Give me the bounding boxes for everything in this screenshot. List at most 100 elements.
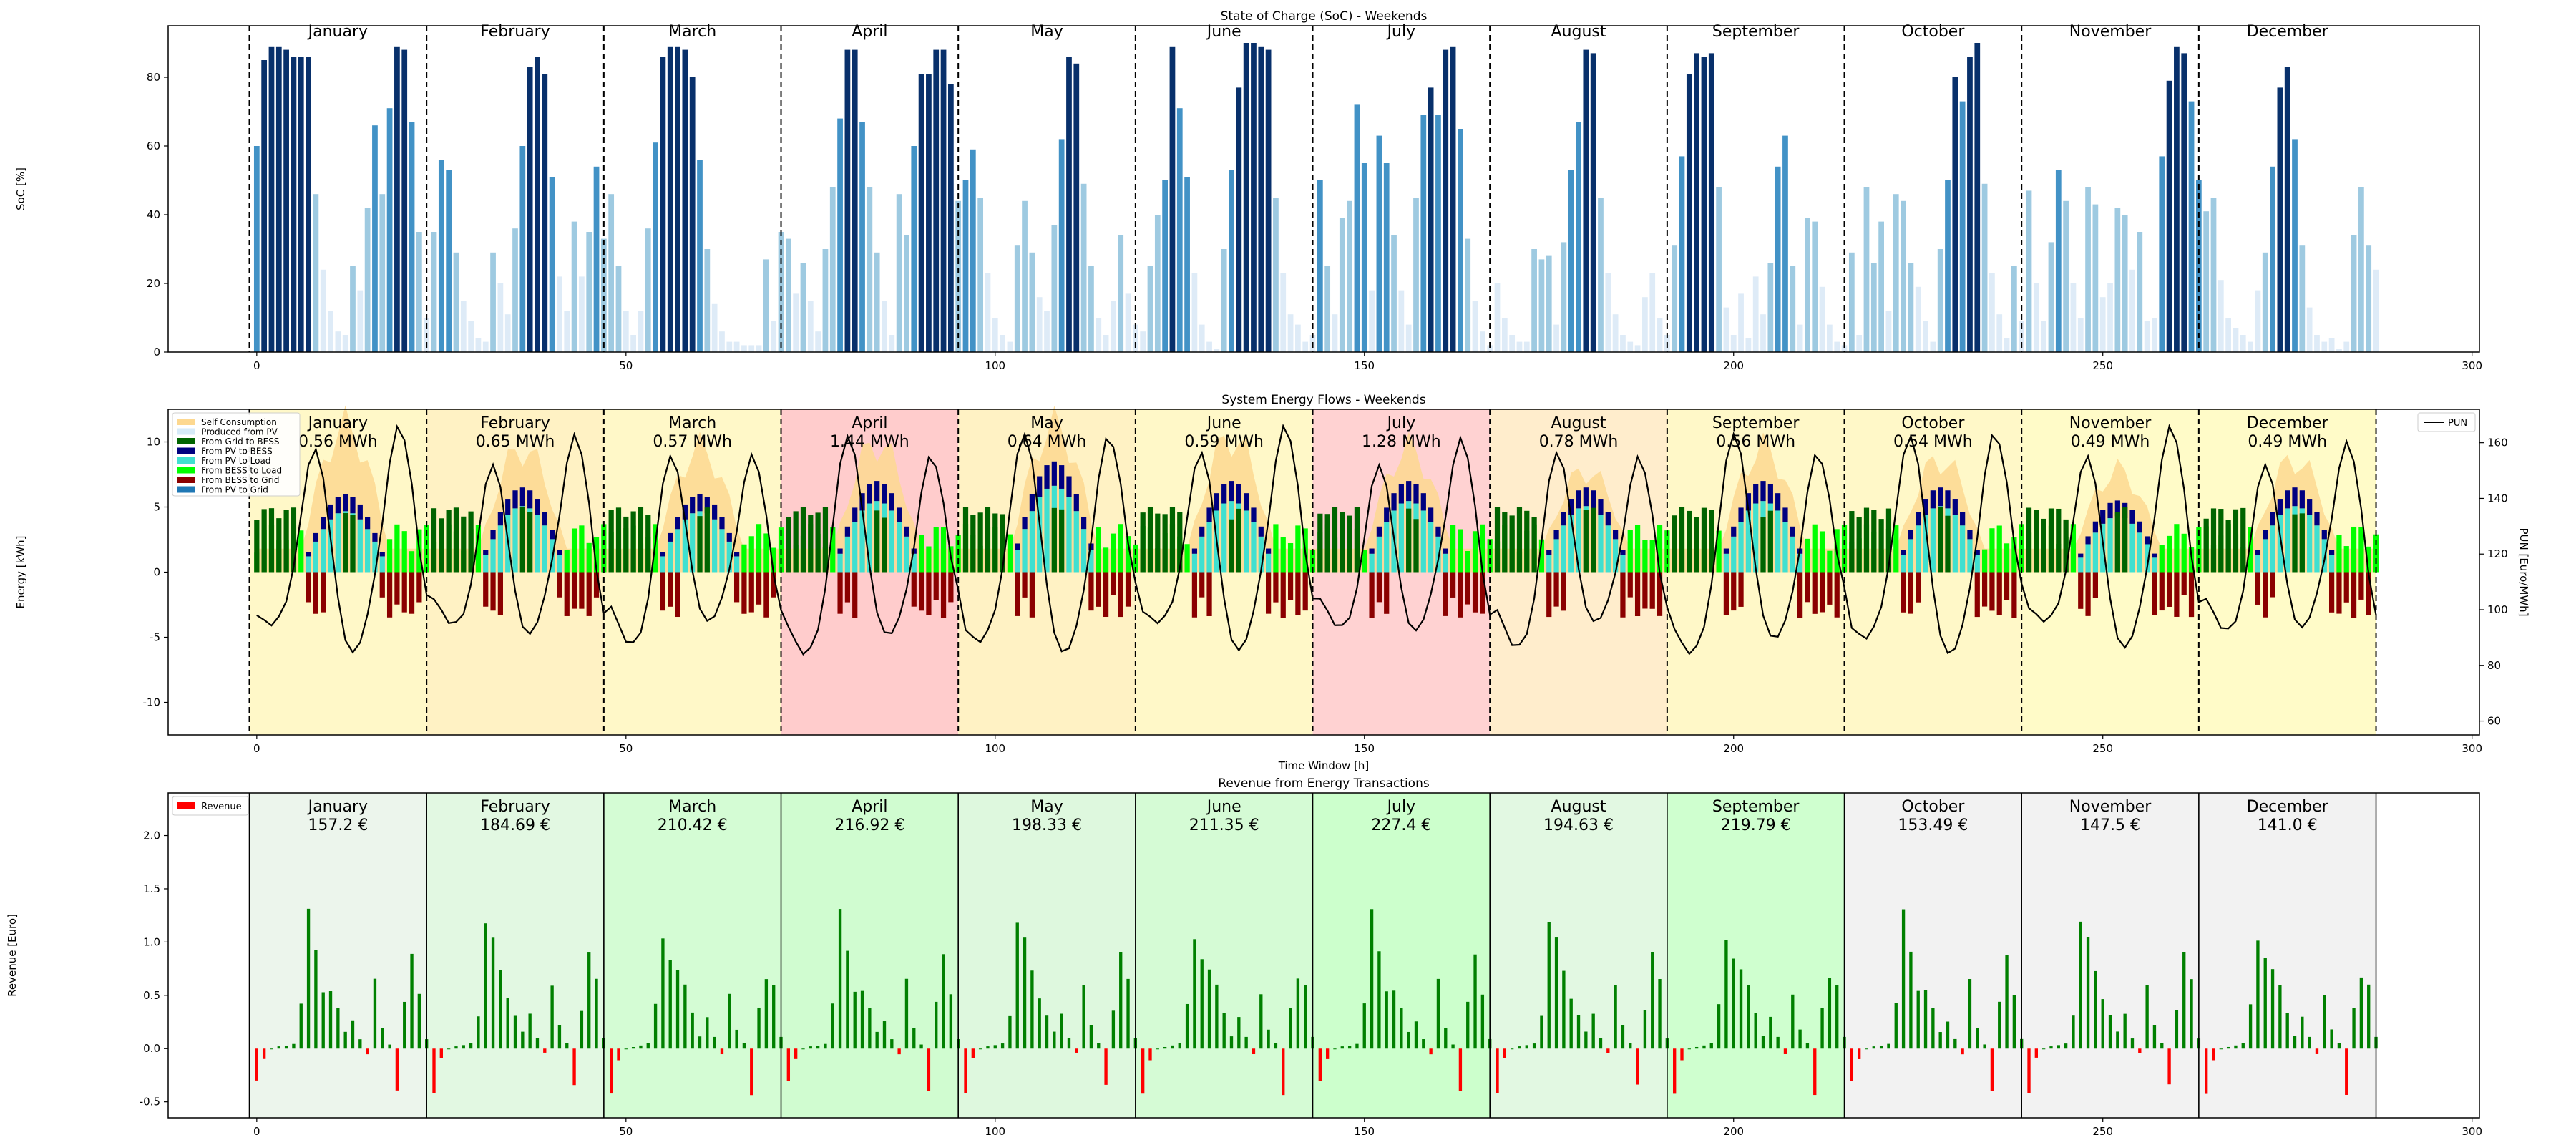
legend-label: Produced from PV: [201, 427, 278, 437]
bess-to-grid-bar: [933, 572, 939, 600]
pv-to-bess-bar: [1930, 490, 1936, 509]
soc-bar: [328, 311, 333, 352]
bess-to-grid-bar: [2263, 572, 2268, 618]
grid-to-bess-bar: [645, 515, 651, 572]
soc-bar: [431, 232, 437, 352]
revenue-bar-positive: [1333, 1048, 1337, 1050]
revenue-bar-positive: [1400, 1008, 1403, 1049]
bess-to-grid-bar: [2328, 572, 2335, 613]
x-tick-label: 250: [2092, 359, 2113, 372]
month-label: August: [1551, 414, 1606, 432]
pv-to-load-bar: [1738, 522, 1744, 572]
bess-to-load-bar: [1280, 537, 1286, 572]
soc-bar: [1878, 221, 1884, 352]
soc-bar: [409, 122, 415, 352]
pv-to-bess-bar: [2292, 487, 2298, 507]
pv-to-load-bar: [1775, 510, 1781, 572]
bess-to-grid-bar: [1376, 572, 1382, 603]
revenue-bar-positive: [1355, 1043, 1359, 1049]
bess-to-grid-bar: [586, 572, 592, 616]
revenue-bar-negative: [720, 1048, 724, 1055]
revenue-bar-positive: [757, 1007, 761, 1049]
pv-to-bess-bar: [483, 550, 489, 555]
pv-to-load-bar: [1723, 553, 1729, 572]
revenue-bar-positive: [1473, 954, 1477, 1049]
pv-to-load-bar: [1244, 510, 1249, 572]
revenue-bar-positive: [410, 953, 414, 1049]
pv-to-bess-bar: [1199, 526, 1205, 537]
pv-to-bess-bar: [2092, 521, 2098, 533]
pv-to-bess-bar: [1598, 499, 1604, 515]
revenue-bar-negative: [750, 1048, 753, 1096]
soc-bar: [1805, 218, 1810, 352]
soc-bar: [1590, 53, 1596, 353]
y-tick-label: 1.5: [143, 882, 160, 895]
month-total: 0.49 MWh: [2248, 433, 2327, 451]
revenue-bar-positive: [1643, 1010, 1647, 1049]
revenue-bar-positive: [1983, 1044, 1986, 1049]
bess-to-grid-bar: [1096, 572, 1101, 607]
pv-to-load-bar: [889, 510, 894, 572]
pv-to-load-bar: [1797, 553, 1803, 572]
bess-to-grid-bar: [852, 572, 858, 618]
legend-label: From Grid to BESS: [201, 437, 279, 447]
pv-to-load-bar: [660, 556, 666, 572]
bess-to-grid-bar: [733, 572, 740, 603]
soc-bar: [1812, 221, 1818, 352]
pv-to-bess-bar: [726, 532, 732, 542]
soc-bar: [1708, 53, 1714, 353]
soc-bar: [1775, 166, 1781, 353]
revenue-bar-negative: [1496, 1048, 1499, 1093]
soc-bar: [793, 293, 799, 352]
revenue-bar-negative: [786, 1048, 791, 1081]
bess-to-grid-bar: [1916, 572, 1921, 603]
grid-to-bess-bar: [970, 515, 976, 572]
revenue-bar-positive: [1946, 1021, 1950, 1049]
month-revenue: 198.33 €: [1012, 817, 1082, 834]
pv-to-load-bar: [1974, 555, 1980, 572]
soc-bar: [1598, 198, 1604, 352]
soc-bar: [372, 125, 378, 352]
soc-bar: [1428, 87, 1434, 353]
revenue-bar-negative: [1850, 1048, 1854, 1081]
revenue-bar-positive: [764, 979, 769, 1049]
bess-to-grid-bar: [1553, 572, 1559, 607]
bess-to-load-bar: [298, 530, 304, 572]
month-total: 0.49 MWh: [2071, 433, 2150, 451]
soc-bar: [1538, 259, 1545, 352]
pv-to-load-bar: [2085, 544, 2091, 572]
pv-to-bess-bar: [2299, 490, 2305, 509]
soc-bar: [2166, 80, 2172, 353]
bess-to-load-bar: [564, 550, 570, 572]
revenue-bar-positive: [772, 985, 776, 1049]
y-tick-label: 80: [147, 71, 160, 84]
bess-to-grid-bar: [1450, 572, 1456, 598]
soc-bar: [1620, 335, 1626, 352]
pv-to-bess-bar: [1236, 484, 1241, 504]
revenue-bar-positive: [2256, 940, 2260, 1049]
bess-to-grid-bar: [2181, 572, 2187, 595]
bess-to-grid-bar: [1723, 572, 1729, 615]
soc-bar: [1908, 263, 1914, 352]
bess-to-load-bar: [1362, 550, 1367, 572]
bess-to-grid-bar: [1731, 572, 1737, 611]
revenue-bar-positive: [2359, 977, 2363, 1049]
bess-to-grid-bar: [2011, 572, 2017, 618]
pv-to-bess-bar: [343, 494, 348, 512]
x-tick-label: 100: [985, 742, 1005, 755]
y-tick-label: -0.5: [140, 1096, 160, 1109]
x-tick-label: 300: [2462, 742, 2482, 755]
grid-to-bess-bar: [1413, 519, 1419, 572]
revenue-bar-positive: [2175, 1010, 2179, 1049]
revenue-bar-positive: [1385, 991, 1388, 1049]
pv-to-load-bar: [1206, 522, 1212, 572]
revenue-bar-positive: [1185, 1003, 1189, 1049]
soc-bar: [549, 177, 555, 352]
revenue-bar-positive: [1887, 1043, 1890, 1049]
bess-to-load-bar: [1538, 539, 1545, 572]
pv-to-bess-bar: [1214, 493, 1219, 511]
pv-to-load-bar: [2152, 557, 2157, 572]
soc-bar: [1627, 341, 1634, 352]
bess-to-grid-bar: [394, 572, 400, 605]
grid-to-bess-bar: [2225, 520, 2231, 572]
